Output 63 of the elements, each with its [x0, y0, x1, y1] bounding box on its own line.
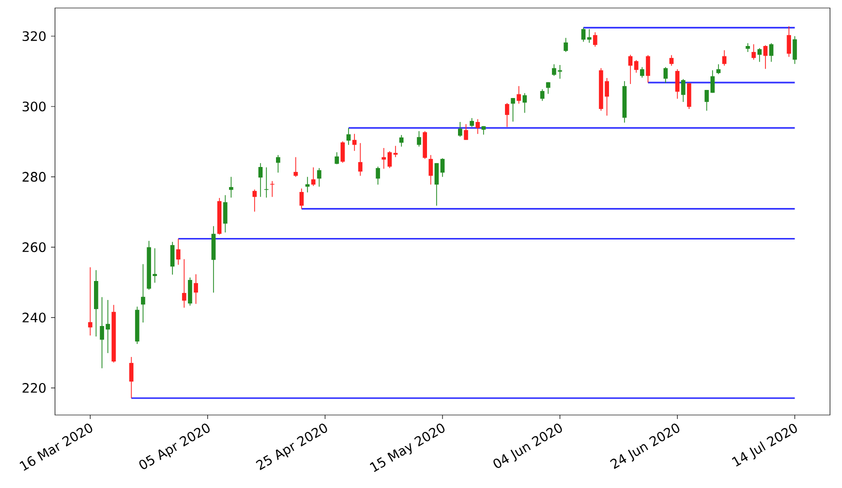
candlestick: [540, 88, 544, 102]
candlestick: [346, 128, 351, 146]
candlestick: [464, 124, 468, 140]
candlestick: [170, 242, 175, 276]
candlestick: [252, 189, 257, 212]
candlestick: [140, 264, 146, 323]
candlestick: [675, 68, 680, 100]
candlestick: [229, 176, 234, 198]
candlestick: [399, 134, 404, 147]
candlestick: [299, 188, 304, 210]
candlestick: [88, 266, 92, 336]
candlestick: [681, 78, 686, 102]
candlestick: [504, 102, 510, 128]
candlestick: [664, 66, 668, 84]
candlestick: [223, 194, 228, 233]
candlestick: [376, 166, 380, 185]
y-tick-label: 220: [22, 382, 46, 393]
candlestick: [757, 48, 762, 62]
candlestick: [276, 154, 280, 174]
candlestick: [258, 162, 263, 198]
y-tick-label: 280: [22, 172, 46, 182]
candlestick: [593, 32, 598, 48]
candlestick: [686, 82, 692, 110]
candlestick: [440, 158, 445, 178]
candlestick: [352, 134, 357, 152]
y-tick-label: 240: [22, 312, 46, 322]
candlestick: [522, 92, 527, 114]
candlestick: [769, 42, 774, 62]
candlestick: [294, 156, 298, 178]
y-tick-label: 300: [22, 102, 46, 112]
candlestick: [434, 162, 439, 206]
candlestick: [476, 118, 480, 134]
candlestick: [428, 154, 433, 185]
candlestick: [358, 142, 362, 176]
candlestick: [317, 168, 322, 188]
candlestick: [176, 238, 180, 266]
y-tick-label: 320: [22, 31, 46, 42]
candlestick: [552, 64, 556, 76]
candlestick: [188, 277, 192, 306]
candlestick: [546, 82, 550, 94]
candlestick: [792, 36, 797, 64]
candlestick: [763, 44, 768, 70]
candlestick: [604, 78, 610, 116]
y-tick-label: 260: [22, 242, 46, 252]
candlestick: [786, 26, 792, 58]
candlestick: [416, 130, 422, 147]
candlestick: [458, 122, 462, 138]
candlestick: [182, 258, 186, 308]
candlestick: [311, 166, 316, 186]
candlestick: [510, 98, 516, 122]
candlestick: [646, 54, 650, 83]
candlestick: [305, 176, 310, 193]
candlestick: [340, 140, 345, 164]
candlestick: [752, 44, 756, 60]
candlestick: [640, 66, 644, 78]
candlestick: [516, 86, 521, 104]
candlestick: [669, 54, 674, 66]
candlestick: [716, 64, 721, 75]
candlestick: [194, 274, 198, 304]
candlestick: [722, 50, 726, 66]
candlestick: [129, 356, 134, 399]
candlestick: [264, 166, 268, 198]
candlestick: [564, 38, 568, 52]
